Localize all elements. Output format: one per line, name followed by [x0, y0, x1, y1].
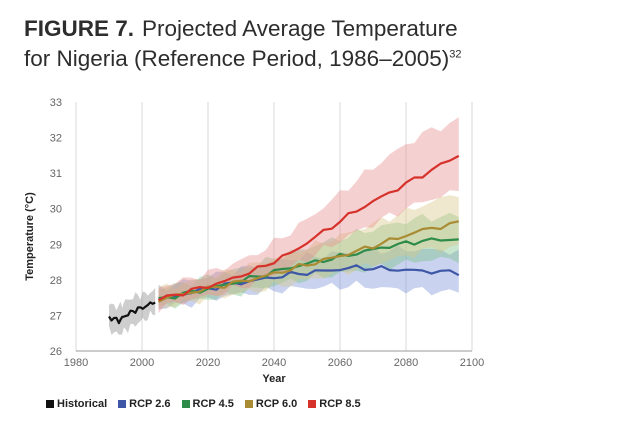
x-tick-label: 2040: [262, 357, 286, 369]
x-tick-label: 2060: [328, 357, 352, 369]
chart-legend: Historical RCP 2.6 RCP 4.5 RCP 6.0 RCP 8.5: [46, 398, 361, 410]
legend-swatch: [46, 400, 54, 408]
legend-item-historical: Historical: [46, 398, 107, 410]
legend-swatch: [244, 400, 253, 408]
legend-item-rcp-2-6: RCP 2.6: [118, 398, 171, 410]
y-tick-label: 30: [50, 204, 62, 216]
title-text-1: Projected Average Temperature: [142, 16, 458, 41]
x-axis-title: Year: [262, 373, 286, 385]
legend-item-rcp-4-5: RCP 4.5: [181, 398, 234, 410]
temperature-chart: 1980 2000 2020 2040 2060 2080 2100 26 27 28 29 30 3…: [24, 97, 484, 385]
x-tick-label: 2000: [130, 357, 154, 369]
title-text-2: for Nigeria (Reference Period, 1986–2005…: [24, 46, 450, 71]
x-tick-label: 2020: [196, 357, 220, 369]
x-tick-label: 1980: [64, 357, 88, 369]
x-tick-label: 2100: [460, 357, 484, 369]
y-tick-labels: 26 27 28 29 30 31 32 33: [50, 97, 62, 358]
y-tick-label: 32: [50, 133, 62, 145]
y-tick-label: 29: [50, 239, 62, 251]
legend-label: RCP 8.5: [319, 398, 361, 410]
legend-label: RCP 6.0: [255, 398, 298, 410]
band-rcp-8-5: [158, 117, 459, 313]
y-tick-label: 31: [50, 168, 62, 180]
x-tick-labels: 1980 2000 2020 2040 2060 2080 2100: [64, 357, 484, 369]
legend-swatch: [308, 400, 317, 408]
y-tick-label: 27: [50, 310, 62, 322]
figure-label: FIGURE 7.: [24, 16, 135, 41]
y-tick-label: 33: [50, 97, 62, 109]
band-rcp-6-0: [158, 195, 459, 309]
legend-item-rcp-8-5: RCP 8.5: [308, 398, 361, 410]
series-lines: [108, 154, 460, 325]
line-historical: [108, 301, 156, 325]
figure-title: FIGURE 7. Projected Average Temperature f…: [24, 14, 624, 74]
footnote-ref: 32: [449, 48, 462, 61]
y-tick-label: 26: [50, 346, 62, 358]
legend-label: Historical: [57, 398, 108, 410]
y-axis-title: Temperature (°C): [24, 192, 36, 281]
legend-label: RCP 2.6: [129, 398, 171, 410]
legend-swatch: [118, 400, 127, 408]
title-line-2: for Nigeria (Reference Period, 1986–2005…: [24, 44, 624, 74]
title-line-1: FIGURE 7. Projected Average Temperature: [24, 14, 624, 44]
y-tick-label: 28: [50, 275, 62, 287]
legend-swatch: [181, 400, 190, 408]
line-rcp-6-0: [158, 220, 460, 303]
legend-label: RCP 4.5: [192, 398, 234, 410]
legend-item-rcp-6-0: RCP 6.0: [244, 398, 298, 410]
x-tick-label: 2080: [394, 357, 418, 369]
line-rcp-8-5: [157, 154, 460, 302]
band-rcp-4-5: [158, 212, 459, 309]
band-rcp-2-6: [158, 245, 459, 310]
